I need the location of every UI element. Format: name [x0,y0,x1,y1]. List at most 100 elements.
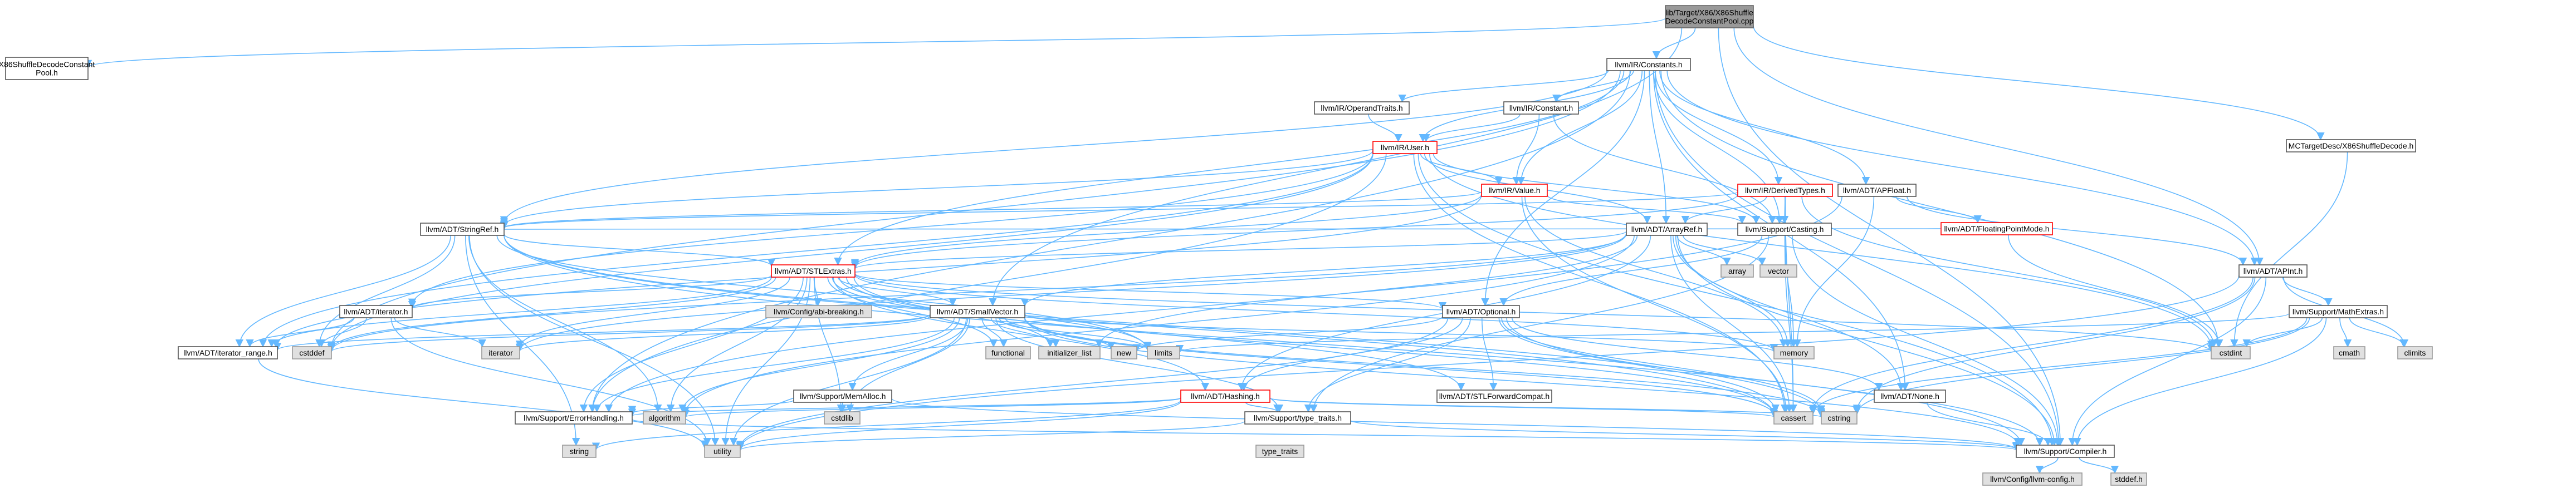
node-apint[interactable]: llvm/ADT/APInt.h [2238,264,2308,278]
edge-mathextras-to-cmath [2339,317,2352,348]
node-label-initlist: initializer_list [1047,348,1091,357]
node-memalloc[interactable]: llvm/Support/MemAlloc.h [793,390,892,403]
node-box-vector [1759,264,1797,278]
node-memory: memory [1773,346,1815,359]
edge-derived-to-stlextras [851,194,1738,269]
node-box-cassert [1773,411,1814,425]
node-label-stlextras: llvm/ADT/STLExtras.h [775,267,852,275]
node-compiler[interactable]: llvm/Support/Compiler.h [2016,445,2115,458]
edge-value-to-casting [1547,195,1746,224]
node-constants[interactable]: llvm/IR/Constants.h [1606,58,1691,71]
node-algorithm: algorithm [643,411,686,425]
node-hashing[interactable]: llvm/ADT/Hashing.h [1180,390,1270,403]
node-errorhandling[interactable]: llvm/Support/ErrorHandling.h [515,411,633,425]
node-operandtraits[interactable]: llvm/IR/OperandTraits.h [1314,101,1410,115]
node-derived[interactable]: llvm/IR/DerivedTypes.h [1737,184,1833,197]
node-label-iterator: iterator [488,348,513,357]
node-box-initlist [1038,346,1101,359]
edge-stlextras-to-functional [827,277,998,348]
node-label-typetraits: type_traits [1262,447,1298,456]
node-label-operandtraits: llvm/IR/OperandTraits.h [1321,103,1402,112]
edge-optional-to-utility [736,317,1449,449]
edge-derived-to-arrayref [1681,196,1767,224]
node-label-new: new [1117,348,1132,357]
edge-memalloc-to-errorhandling [628,400,794,414]
edge-hashing-to-typetraitsh [1245,402,1282,413]
node-label-none: llvm/ADT/None.h [1880,392,1939,401]
node-box-compiler [2016,445,2115,458]
edge-smallvector-to-compiler [1024,317,2022,446]
node-box-x86h [5,57,89,80]
edge-optional-to-cassert [1498,317,1780,413]
node-label-user: llvm/IR/User.h [1381,143,1429,152]
edge-root-to-x86h [84,17,1666,68]
edge-smallvector-to-iterator [516,315,931,352]
edge-smallvector-to-memalloc [848,317,969,391]
edge-stlextras-to-iterrange [267,277,772,348]
node-fpmode[interactable]: llvm/ADT/FloatingPointMode.h [1940,222,2053,235]
edge-root-to-constants [1652,27,1696,60]
node-mathextras[interactable]: llvm/Support/MathExtras.h [2289,305,2388,318]
edge-value-to-stlextras [851,194,1482,267]
node-stlextras[interactable]: llvm/ADT/STLExtras.h [771,264,856,278]
edge-stlextras-to-memory [854,274,1778,352]
node-arrayref[interactable]: llvm/ADT/ArrayRef.h [1626,223,1708,236]
node-array: array [1720,264,1754,278]
node-box-operandtraits [1314,101,1410,115]
edge-value-to-cassert [1521,196,1790,413]
node-box-stringref [420,223,505,236]
edge-stringref-to-limits [496,235,1152,351]
node-casting[interactable]: llvm/Support/Casting.h [1737,223,1832,236]
node-label-functional: functional [991,348,1025,357]
edge-mcshuffle-to-cstdint [2230,151,2348,348]
node-root[interactable]: lib/Target/X86/X86ShuffleDecodeConstantP… [1665,5,1754,28]
edge-irconstant-to-value [1512,114,1540,185]
edge-constants-to-casting [1653,70,1784,224]
edge-stringref-to-algorithm [468,235,662,413]
node-label-cstdint: cstdint [2220,348,2242,357]
node-user[interactable]: llvm/IR/User.h [1372,141,1438,154]
node-none[interactable]: llvm/ADT/None.h [1874,390,1946,403]
node-layer: lib/Target/X86/X86ShuffleDecodeConstantP… [0,5,2433,486]
node-iterrange[interactable]: llvm/ADT/iterator_range.h [178,346,278,359]
node-iteratorh[interactable]: llvm/ADT/iterator.h [339,305,413,318]
edge-constants-to-apfloat [1659,70,1870,185]
node-label-hashing: llvm/ADT/Hashing.h [1191,392,1260,401]
edge-iteratorh-to-iterrange [246,317,355,348]
node-label-typetraitsh: llvm/Support/type_traits.h [1254,413,1342,422]
node-box-value [1481,184,1548,197]
edge-root-to-compiler [1718,27,2065,446]
node-irconstant[interactable]: llvm/IR/Constant.h [1503,101,1579,115]
node-smallvector[interactable]: llvm/ADT/SmallVector.h [930,305,1025,318]
node-apfloat[interactable]: llvm/ADT/APFloat.h [1837,184,1917,197]
node-stringref[interactable]: llvm/ADT/StringRef.h [420,223,505,236]
edge-stringref-to-iterrange [235,235,451,348]
node-box-new [1111,346,1137,359]
edge-iterrange-to-utility [258,358,709,449]
node-typetraitsh[interactable]: llvm/Support/type_traits.h [1244,411,1351,425]
node-label-apfloat: llvm/ADT/APFloat.h [1843,186,1911,195]
node-cstring: cstring [1821,411,1858,425]
node-stlfwd[interactable]: llvm/ADT/STLForwardCompat.h [1436,390,1552,403]
edge-root-to-mcshuffle [1753,25,2325,141]
edge-stlextras-to-algorithm [666,277,808,413]
node-optional[interactable]: llvm/ADT/Optional.h [1442,305,1520,318]
node-mcshuffle[interactable]: MCTargetDesc/X86ShuffleDecode.h [2286,139,2416,152]
node-label-memory: memory [1780,348,1808,357]
edge-hashing-to-algorithm [682,397,1181,418]
node-box-array [1720,264,1754,278]
node-label-iterrange: llvm/ADT/iterator_range.h [183,348,272,357]
node-llvmconfig: llvm/Config/llvm-config.h [1982,472,2083,486]
edge-casting-to-compiler [1792,235,2062,446]
node-value[interactable]: llvm/IR/Value.h [1481,184,1548,197]
edge-smallvector-to-cassert [1024,317,1778,416]
node-label-cstdlib: cstdlib [831,413,853,422]
edge-smallvector-to-memory [1024,313,1778,353]
edge-stlextras-to-iterator [515,277,790,349]
edge-smallvector-to-utility [729,317,967,446]
edge-stlextras-to-optional [854,273,1446,310]
node-box-hashing [1180,390,1270,403]
node-label-value: llvm/IR/Value.h [1488,186,1540,195]
node-box-cstdlib [824,411,861,425]
